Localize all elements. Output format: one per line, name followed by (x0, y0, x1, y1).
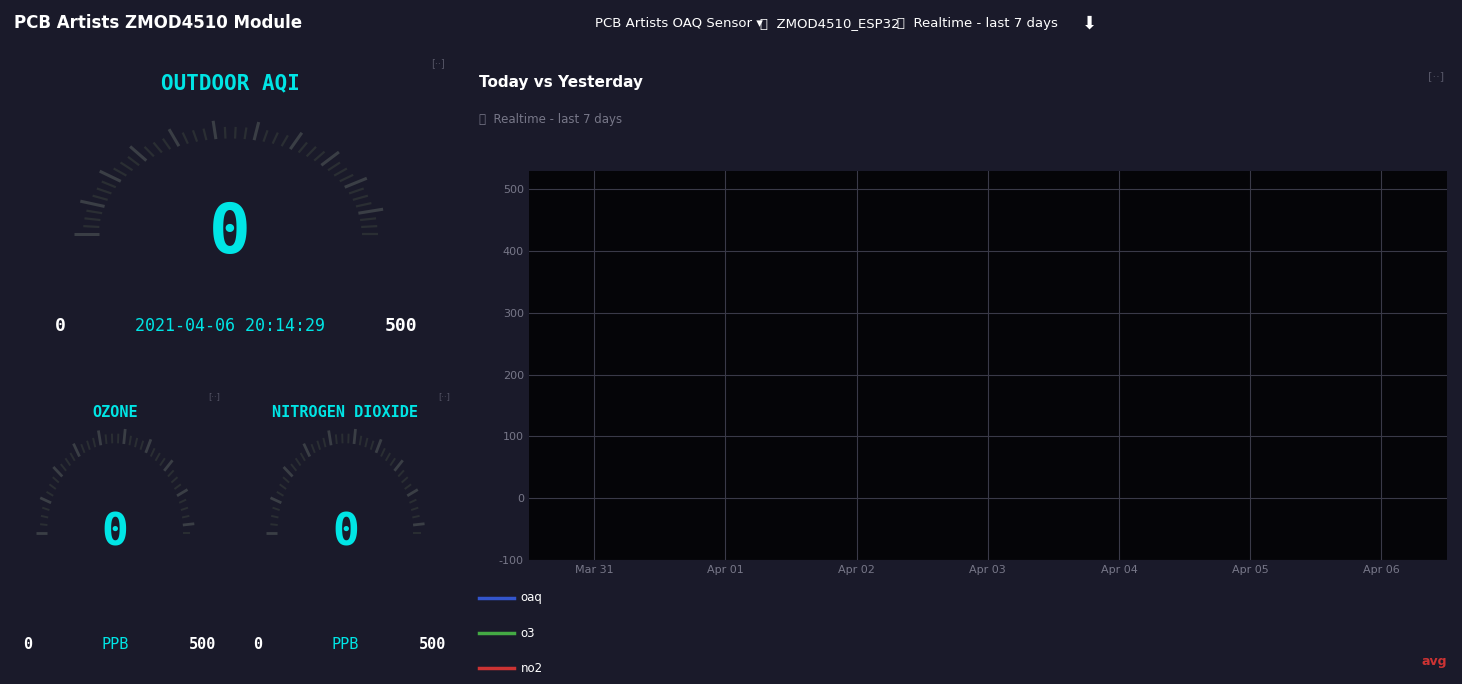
Text: PCB Artists OAQ Sensor ▾: PCB Artists OAQ Sensor ▾ (595, 16, 763, 30)
Text: ⧉  ZMOD4510_ESP32: ⧉ ZMOD4510_ESP32 (760, 16, 899, 30)
Text: ⬇: ⬇ (1082, 14, 1096, 32)
Text: OZONE: OZONE (92, 406, 137, 421)
Text: ⏱  Realtime - last 7 days: ⏱ Realtime - last 7 days (898, 16, 1058, 30)
Text: 0: 0 (54, 317, 66, 335)
Text: PCB Artists ZMOD4510 Module: PCB Artists ZMOD4510 Module (15, 14, 303, 32)
Text: 0: 0 (209, 200, 251, 267)
Text: ⏱  Realtime - last 7 days: ⏱ Realtime - last 7 days (478, 114, 621, 127)
Text: o3: o3 (520, 627, 535, 640)
Text: 0: 0 (332, 511, 358, 554)
Text: no2: no2 (520, 661, 542, 674)
Text: [··]: [··] (208, 392, 219, 401)
Text: 2021-04-06 20:14:29: 2021-04-06 20:14:29 (136, 317, 325, 335)
Text: 0: 0 (23, 637, 32, 652)
Text: 0: 0 (253, 637, 263, 652)
Text: PPB: PPB (332, 637, 360, 652)
Text: avg: avg (1421, 655, 1447, 668)
Text: 0: 0 (102, 511, 129, 554)
Text: [··]: [··] (439, 392, 450, 401)
Text: 500: 500 (189, 637, 216, 652)
Text: PPB: PPB (101, 637, 129, 652)
Text: NITROGEN DIOXIDE: NITROGEN DIOXIDE (272, 406, 418, 421)
Text: OUTDOOR AQI: OUTDOOR AQI (161, 73, 300, 93)
Text: 500: 500 (385, 317, 417, 335)
Text: oaq: oaq (520, 592, 542, 605)
Text: [··]: [··] (431, 58, 444, 68)
Text: Today vs Yesterday: Today vs Yesterday (478, 75, 643, 90)
Text: 500: 500 (420, 637, 446, 652)
Text: [··]: [··] (1428, 70, 1444, 81)
